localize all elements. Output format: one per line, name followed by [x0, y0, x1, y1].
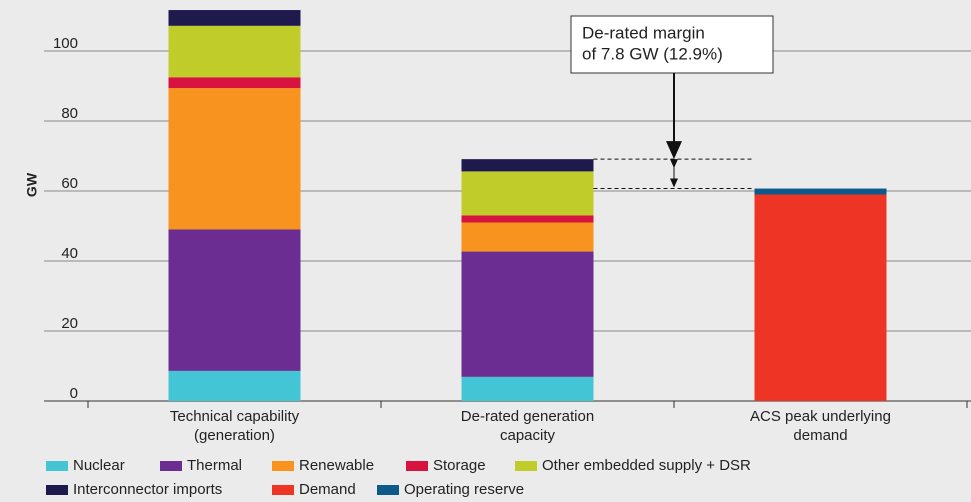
x-tick-label: ACS peak underlying: [750, 408, 891, 425]
bar-segment: [461, 159, 594, 172]
y-tick-label: 100: [53, 35, 78, 52]
bar-segment: [461, 222, 594, 252]
x-tick-label: capacity: [500, 427, 556, 444]
legend-swatch: [377, 485, 399, 495]
legend-label: Other embedded supply + DSR: [542, 457, 751, 474]
bar-segment: [168, 25, 301, 78]
x-tick-label: demand: [793, 427, 847, 444]
legend-swatch: [160, 461, 182, 471]
legend-label: Thermal: [187, 457, 242, 474]
bar-segment: [168, 10, 301, 26]
bar-segment: [168, 88, 301, 230]
bar-segment: [461, 251, 594, 377]
legend-label: Demand: [299, 481, 356, 498]
legend-label: Renewable: [299, 457, 374, 474]
legend-label: Operating reserve: [404, 481, 524, 498]
bar-segment: [461, 376, 594, 401]
legend-label: Nuclear: [73, 457, 125, 474]
legend-label: Interconnector imports: [73, 481, 222, 498]
legend-swatch: [515, 461, 537, 471]
legend-swatch: [46, 461, 68, 471]
legend-swatch: [406, 461, 428, 471]
bar-segment: [754, 194, 887, 401]
bar-segment: [461, 171, 594, 216]
bar-segment: [461, 215, 594, 223]
y-tick-label: 40: [61, 245, 78, 262]
annotation-text: De-rated margin: [582, 23, 705, 42]
bar-segment: [168, 229, 301, 371]
y-tick-label: 0: [70, 385, 78, 402]
annotation-text: of 7.8 GW (12.9%): [582, 44, 723, 63]
legend-swatch: [272, 461, 294, 471]
bar-segment: [754, 188, 887, 195]
y-axis-label: GW: [24, 172, 40, 197]
legend-label: Storage: [433, 457, 486, 474]
legend-swatch: [272, 485, 294, 495]
y-tick-label: 80: [61, 105, 78, 122]
x-tick-label: Technical capability: [170, 408, 300, 425]
x-tick-label: (generation): [194, 427, 275, 444]
bar-segment: [168, 77, 301, 89]
annotation-box: [570, 15, 774, 74]
legend-swatch: [46, 485, 68, 495]
bar-segment: [168, 370, 301, 401]
y-tick-label: 20: [61, 315, 78, 332]
x-tick-label: De-rated generation: [461, 408, 594, 425]
y-tick-label: 60: [61, 175, 78, 192]
